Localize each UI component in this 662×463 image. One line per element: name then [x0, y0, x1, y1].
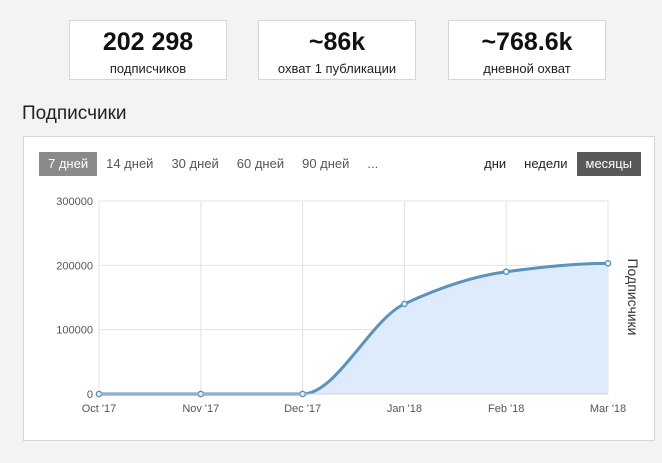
series-area — [99, 263, 608, 394]
granularity-days[interactable]: дни — [484, 156, 507, 171]
x-tick-label: Feb '18 — [488, 403, 524, 415]
stat-value: ~768.6k — [481, 28, 573, 56]
chart-panel: 0 100000 200000 300000 Oct '17 Nov '17 Dec '17… — [23, 136, 655, 441]
granularity-weeks[interactable]: недели — [524, 156, 568, 171]
y-tick-label: 100000 — [56, 325, 93, 337]
data-point — [502, 268, 510, 276]
y-axis-label: Подписчики — [625, 258, 641, 335]
y-tick-label: 300000 — [56, 196, 93, 208]
range-tab-60d[interactable]: 60 дней — [236, 156, 285, 171]
range-tab-30d[interactable]: 30 дней — [171, 156, 219, 171]
x-tick-label: Jan '18 — [387, 403, 422, 415]
stat-card-subscribers: 202 298 подписчиков — [69, 20, 227, 80]
stat-value: ~86k — [308, 28, 366, 56]
x-tick-label: Oct '17 — [82, 403, 117, 415]
stat-card-daily-reach: ~768.6k дневной охват — [448, 20, 606, 80]
granularity-months[interactable]: месяцы — [576, 152, 641, 176]
range-tabs: 7 дней 14 дней 30 дней 60 дней 90 дней .… — [39, 152, 387, 176]
range-tab-90d[interactable]: 90 дней — [302, 156, 350, 171]
stat-label: подписчиков — [109, 61, 187, 76]
x-tick-label: Mar '18 — [590, 403, 626, 415]
data-point — [604, 260, 612, 267]
range-tab-14d[interactable]: 14 дней — [106, 156, 154, 171]
stat-label: охват 1 публикации — [277, 61, 397, 76]
stat-card-post-reach: ~86k охват 1 публикации — [258, 20, 416, 80]
stat-label: дневной охват — [483, 61, 571, 76]
section-title: Подписчики — [22, 103, 127, 124]
y-tick-label: 200000 — [56, 260, 93, 272]
range-tab-more[interactable]: ... — [367, 156, 379, 171]
y-tick-label: 0 — [87, 389, 93, 401]
granularity-tabs: дни недели месяцы — [475, 152, 641, 176]
range-tab-7d[interactable]: 7 дней — [39, 152, 98, 176]
stat-value: 202 298 — [102, 28, 194, 56]
subscribers-chart: 0 100000 200000 300000 Oct '17 Nov '17 Dec '17… — [56, 196, 641, 415]
x-tick-label: Nov '17 — [182, 403, 219, 415]
data-point — [401, 300, 408, 308]
x-tick-label: Dec '17 — [284, 403, 321, 415]
